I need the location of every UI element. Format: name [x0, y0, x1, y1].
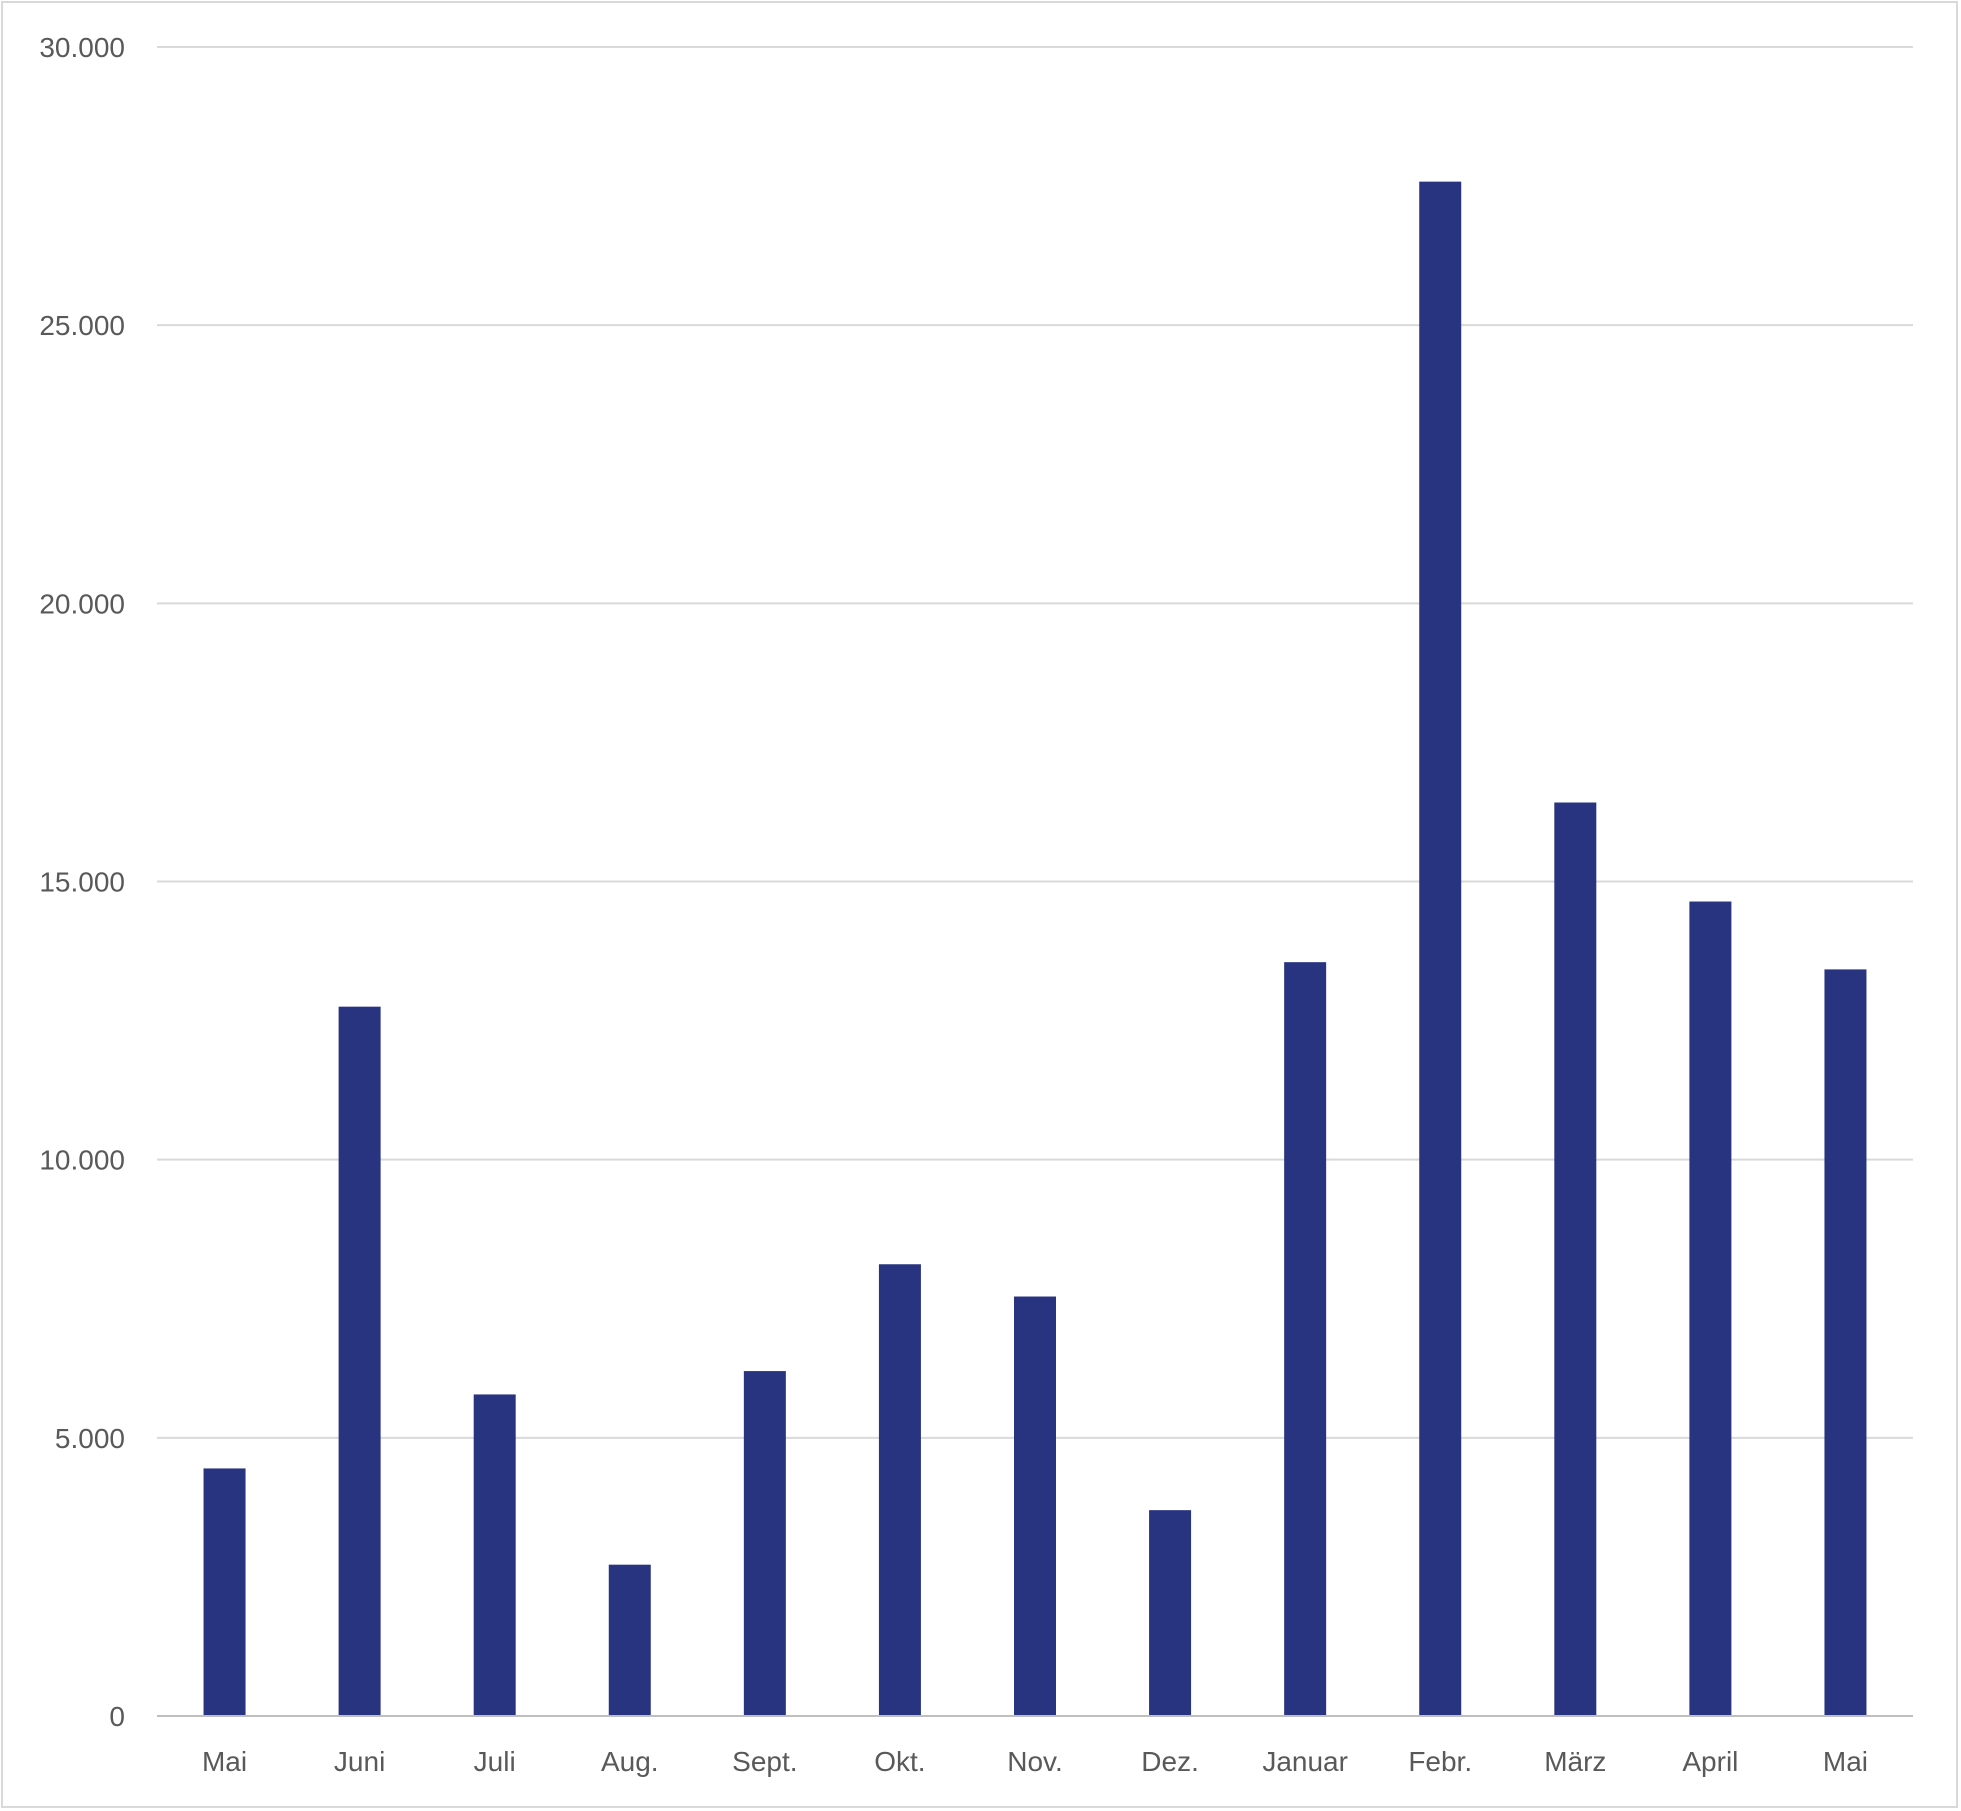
bar	[878, 1264, 921, 1716]
x-tick-label: Juli	[474, 1746, 516, 1777]
bar	[1014, 1296, 1056, 1716]
bar	[743, 1371, 786, 1716]
bar	[1284, 962, 1327, 1716]
y-axis-tick-labels: 0 5.000 10.000 15.000 20.000 25.000 30.000	[39, 32, 125, 1732]
bar	[1149, 1510, 1192, 1716]
y-tick-label: 15.000	[39, 867, 125, 898]
x-tick-label: Okt.	[874, 1746, 925, 1777]
y-tick-label: 5.000	[55, 1423, 125, 1454]
x-tick-label: März	[1544, 1746, 1606, 1777]
x-tick-label: April	[1682, 1746, 1738, 1777]
x-tick-label: Febr.	[1408, 1746, 1472, 1777]
bar	[203, 1468, 246, 1716]
bars	[203, 181, 1867, 1716]
x-tick-label: Januar	[1262, 1746, 1348, 1777]
x-tick-label: Juni	[334, 1746, 385, 1777]
bar	[608, 1564, 651, 1716]
gridlines	[157, 46, 1913, 1439]
y-tick-label: 20.000	[39, 588, 125, 619]
x-tick-label: Mai	[202, 1746, 247, 1777]
x-tick-label: Nov.	[1007, 1746, 1063, 1777]
x-tick-label: Sept.	[732, 1746, 797, 1777]
y-tick-label: 10.000	[39, 1145, 125, 1176]
x-tick-label: Mai	[1823, 1746, 1868, 1777]
x-tick-label: Dez.	[1141, 1746, 1199, 1777]
bar	[1554, 802, 1597, 1716]
x-tick-label: Aug.	[601, 1746, 659, 1777]
bar	[338, 1006, 381, 1716]
x-axis-tick-labels: Mai Juni Juli Aug. Sept. Okt. Nov. Dez. Januar Fe…	[202, 1746, 1868, 1777]
bar	[473, 1394, 516, 1716]
y-tick-label: 25.000	[39, 310, 125, 341]
y-tick-label: 0	[109, 1701, 125, 1732]
bar	[1824, 969, 1867, 1716]
y-tick-label: 30.000	[39, 32, 125, 63]
bar	[1419, 181, 1462, 1716]
bar	[1689, 901, 1732, 1716]
